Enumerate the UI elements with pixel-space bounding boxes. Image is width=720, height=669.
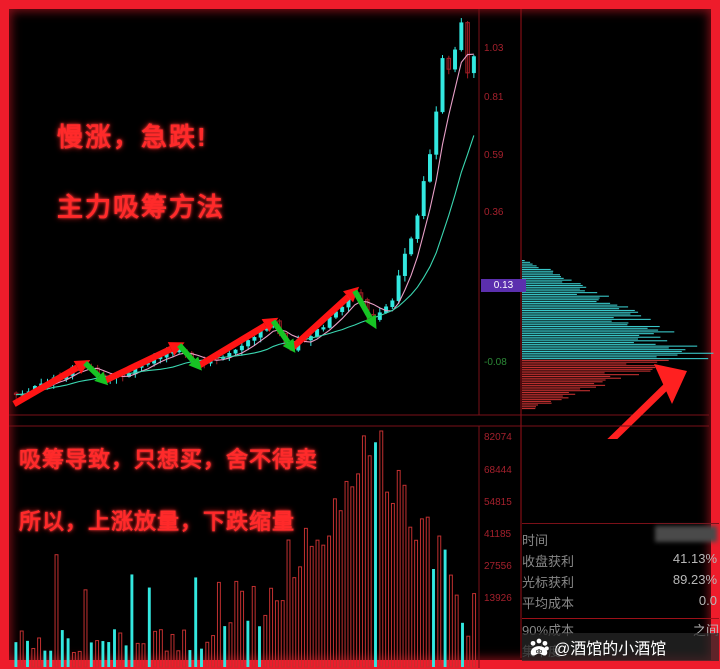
svg-text:db: db [536, 649, 542, 655]
